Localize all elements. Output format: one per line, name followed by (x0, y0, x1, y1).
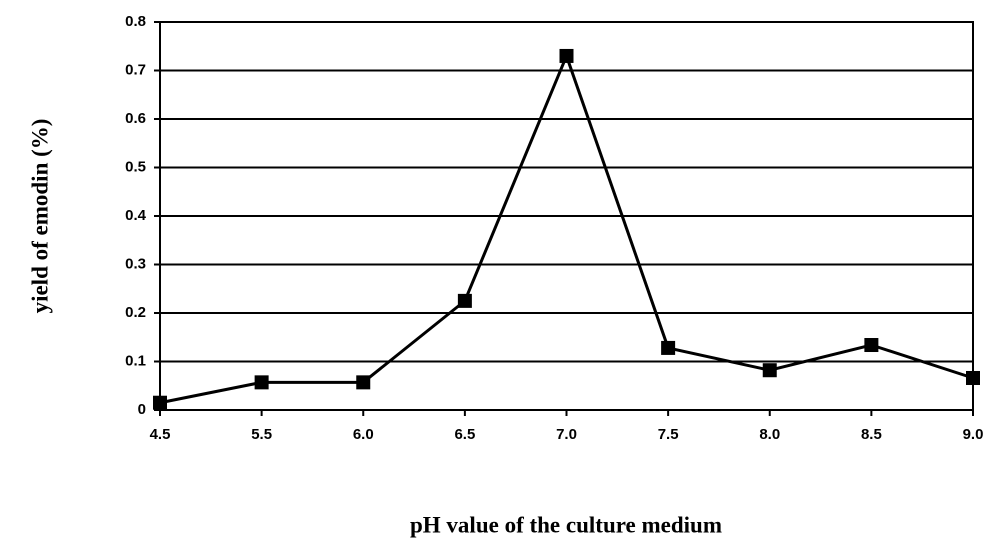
y-tick-label: 0.7 (125, 61, 146, 78)
x-tick-label: 5.5 (251, 426, 272, 443)
x-tick-label: 8.0 (759, 426, 780, 443)
data-point (966, 370, 980, 385)
data-point (762, 363, 777, 378)
x-tick-label: 9.0 (963, 426, 984, 443)
data-point (457, 293, 472, 308)
y-tick-label: 0 (138, 401, 146, 418)
y-axis-title: yield of emodin (%) (27, 119, 52, 314)
y-tick-label: 0.6 (125, 110, 146, 127)
x-tick-label: 6.0 (353, 426, 374, 443)
data-point (864, 338, 879, 353)
x-tick-label: 4.5 (150, 426, 171, 443)
data-point (254, 375, 269, 390)
data-point (661, 340, 676, 355)
y-tick-label: 0.1 (125, 352, 146, 369)
y-tick-label: 0.8 (125, 13, 146, 30)
x-tick-label: 8.5 (861, 426, 882, 443)
y-tick-label: 0.3 (125, 255, 146, 272)
data-point (356, 375, 371, 390)
data-line (159, 51, 974, 405)
y-tick-label: 0.5 (125, 158, 146, 175)
data-point (153, 395, 167, 410)
data-point (559, 48, 574, 63)
y-tick-label: 0.4 (125, 207, 147, 224)
x-axis-title: pH value of the culture medium (410, 512, 722, 537)
x-tick-label: 6.5 (454, 426, 475, 443)
y-tick-label: 0.2 (125, 304, 146, 321)
x-tick-label: 7.5 (658, 426, 679, 443)
x-tick-label: 7.0 (556, 426, 577, 443)
